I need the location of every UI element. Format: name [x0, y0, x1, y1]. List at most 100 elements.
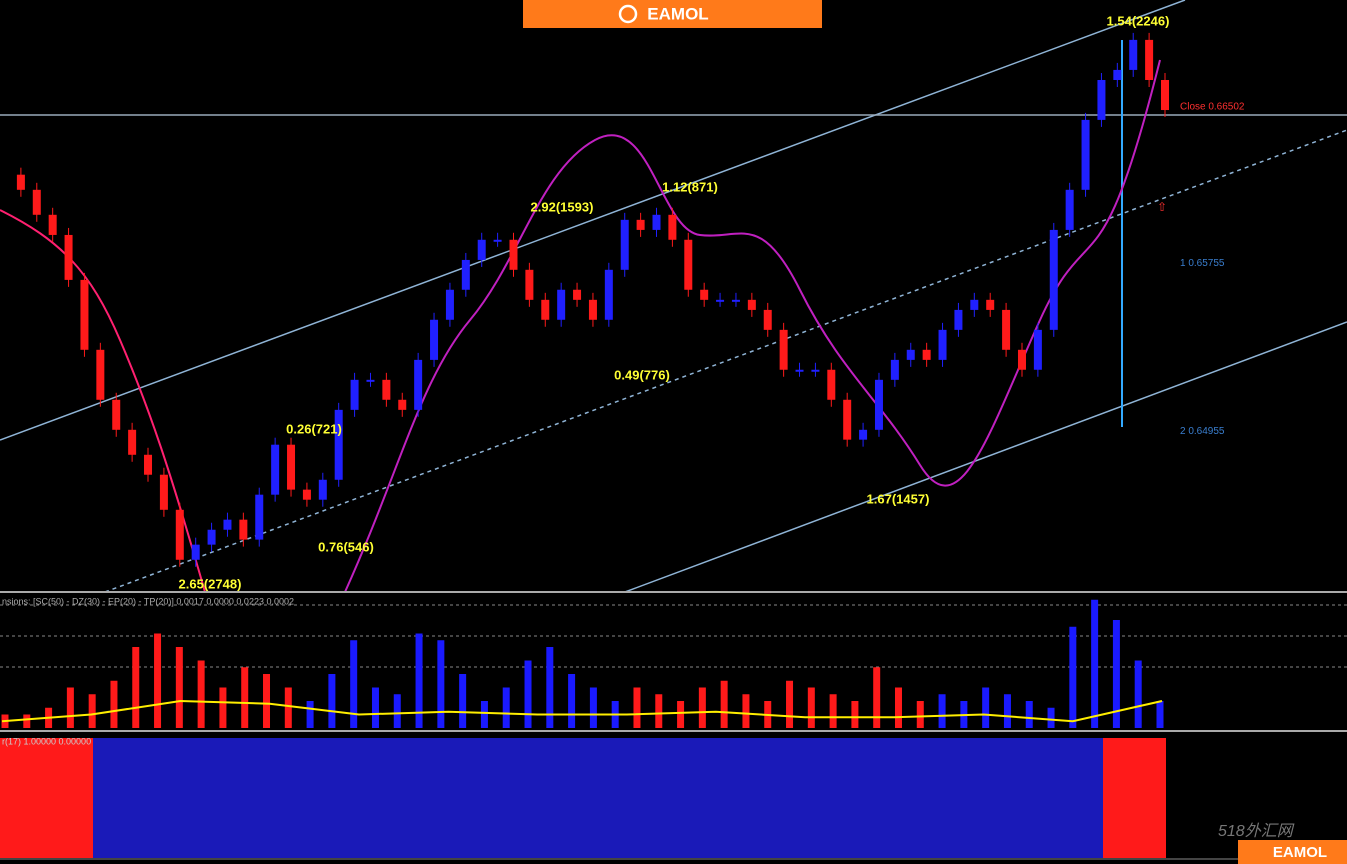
- candle: [954, 309, 963, 330]
- candle: [763, 309, 772, 330]
- candle: [684, 239, 693, 290]
- level-label: 2 0.64955: [1180, 426, 1225, 437]
- signal-line: [1, 699, 1163, 723]
- histogram-bar: [677, 701, 685, 728]
- candle: [557, 289, 566, 320]
- candle: [159, 474, 168, 510]
- candle: [716, 299, 725, 302]
- histogram-bar: [1047, 707, 1055, 728]
- histogram-bar: [655, 694, 663, 728]
- histogram-bar: [23, 714, 31, 728]
- ma-slow: [344, 59, 1161, 593]
- candle: [795, 369, 804, 372]
- indicator-levels: [0, 604, 1347, 668]
- candle: [509, 239, 518, 270]
- candle: [890, 359, 899, 380]
- histogram-bar: [371, 687, 379, 728]
- histogram-bar: [568, 674, 576, 728]
- histogram-bar: [938, 694, 946, 728]
- candle: [430, 319, 439, 360]
- histogram-bar: [546, 647, 554, 728]
- candle: [80, 279, 89, 350]
- histogram-bar: [916, 701, 924, 728]
- histogram-bar: [88, 694, 96, 728]
- histogram-bar: [459, 674, 467, 728]
- candle: [334, 409, 343, 480]
- candle: [175, 509, 184, 560]
- histogram-bar: [241, 667, 249, 728]
- histogram-bar: [66, 687, 74, 728]
- logo: EAMOL: [1273, 844, 1327, 861]
- histogram-bar: [328, 674, 336, 728]
- histogram-bar: [1091, 599, 1099, 728]
- annotation: 0.26(721): [286, 421, 342, 436]
- candle: [398, 399, 407, 410]
- candle: [811, 369, 820, 372]
- candle: [779, 329, 788, 370]
- candle: [827, 369, 836, 400]
- annotation: 2.65(2748): [179, 576, 242, 591]
- watermark: 518外汇网: [1218, 822, 1295, 840]
- histogram-bar: [502, 687, 510, 728]
- candle: [525, 269, 534, 300]
- candle: [668, 214, 677, 240]
- candle: [620, 219, 629, 270]
- histogram-bar: [154, 633, 162, 728]
- histogram-bar: [350, 640, 358, 728]
- candle: [366, 379, 375, 382]
- histogram-bar: [633, 687, 641, 728]
- indicator-panel: [1, 599, 1164, 728]
- candle: [1097, 79, 1106, 120]
- candle: [16, 174, 25, 190]
- annotation: 0.49(776): [614, 367, 670, 382]
- candle: [128, 429, 137, 455]
- candle: [874, 379, 883, 430]
- candle: [859, 429, 868, 440]
- arrow: ⇧: [1157, 200, 1167, 214]
- candle: [1113, 69, 1122, 80]
- candle: [1017, 349, 1026, 370]
- histogram-bar: [807, 687, 815, 728]
- ma-fast: [0, 209, 206, 593]
- annotation: 2.92(1593): [531, 199, 594, 214]
- candle: [541, 299, 550, 320]
- histogram-bar: [393, 694, 401, 728]
- candle: [1065, 189, 1074, 230]
- candle: [906, 349, 915, 360]
- candle: [493, 239, 502, 242]
- candle: [461, 259, 470, 290]
- histogram-bar: [1069, 626, 1077, 728]
- candle: [271, 444, 280, 495]
- candle: [477, 239, 486, 260]
- price-panel: Close 0.66502 1 0.65755 2 0.64955 2.65(2748…: [16, 13, 1245, 591]
- histogram-bar: [851, 701, 859, 728]
- histogram-bar: [1003, 694, 1011, 728]
- candle: [96, 349, 105, 400]
- level-label: Close 0.66502: [1180, 101, 1245, 112]
- candle: [700, 289, 709, 300]
- indicator-title: nsions: [SC(50) - DZ(30) - EP(20) - TP(2…: [2, 596, 294, 606]
- histogram-bar: [1025, 701, 1033, 728]
- candle: [747, 299, 756, 310]
- histogram-bar: [720, 680, 728, 728]
- candle: [255, 494, 264, 540]
- candle: [1002, 309, 1011, 350]
- histogram-bar: [1156, 701, 1164, 728]
- candle: [652, 214, 661, 230]
- histogram-bar: [110, 680, 118, 728]
- candle: [144, 454, 153, 475]
- candle: [604, 269, 613, 320]
- candle: [1129, 39, 1138, 70]
- candle: [573, 289, 582, 300]
- histogram-bar: [524, 660, 532, 728]
- histogram-bar: [415, 633, 423, 728]
- candle: [287, 444, 296, 490]
- candle: [414, 359, 423, 410]
- histogram-bar: [589, 687, 597, 728]
- histogram-bar: [829, 694, 837, 728]
- candle: [1145, 39, 1154, 80]
- candle: [48, 214, 57, 235]
- candle: [1049, 229, 1058, 330]
- histogram-bar: [894, 687, 902, 728]
